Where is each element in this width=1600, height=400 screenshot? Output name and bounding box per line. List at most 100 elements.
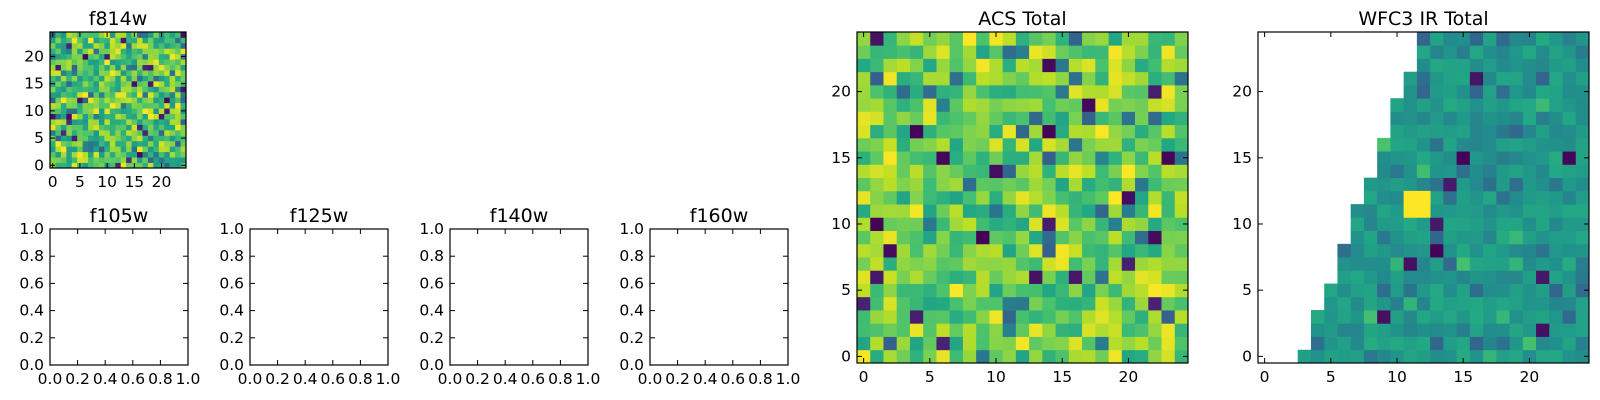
heatmap-cell xyxy=(137,146,143,153)
heatmap-cell xyxy=(1536,283,1550,298)
heatmap-cell xyxy=(55,64,62,71)
heatmap-cell xyxy=(158,86,165,93)
heatmap-cell xyxy=(126,75,132,82)
heatmap-cell xyxy=(1174,204,1189,218)
heatmap-cell xyxy=(1469,124,1484,139)
heatmap-cell xyxy=(1430,296,1444,311)
heatmap-cell xyxy=(1015,310,1030,324)
heatmap-cell xyxy=(923,310,937,324)
heatmap-cell xyxy=(936,296,951,311)
heatmap-cell xyxy=(71,48,78,55)
heatmap-cell xyxy=(1068,71,1083,86)
heatmap-cell xyxy=(896,111,911,126)
heatmap-cell xyxy=(71,108,78,114)
heatmap-cell xyxy=(1536,98,1550,112)
heatmap-cell xyxy=(976,32,990,46)
heatmap-cell xyxy=(1390,257,1405,271)
heatmap-cell xyxy=(1509,111,1524,126)
heatmap-cell xyxy=(1055,323,1070,337)
heatmap-cell xyxy=(962,230,977,245)
heatmap-cell xyxy=(1015,190,1030,205)
heatmap-cell xyxy=(1430,151,1444,165)
heatmap-cell xyxy=(1121,111,1136,126)
heatmap-cell xyxy=(1174,336,1189,351)
heatmap-cell xyxy=(169,124,176,131)
heatmap-cell xyxy=(962,310,977,324)
heatmap-cell xyxy=(55,129,62,136)
heatmap-cell xyxy=(1430,98,1444,112)
heatmap-cell xyxy=(923,98,937,112)
heatmap-cell xyxy=(147,146,154,153)
heatmap-cell xyxy=(120,151,127,158)
heatmap-cell xyxy=(153,37,160,44)
heatmap-cell xyxy=(1135,190,1149,205)
heatmap-cell xyxy=(126,86,132,93)
heatmap-cell xyxy=(77,113,84,120)
heatmap-cell xyxy=(126,157,132,163)
heatmap-cell xyxy=(1148,336,1162,351)
heatmap-cell xyxy=(71,70,78,76)
heatmap-cell xyxy=(169,91,176,98)
heatmap-cell xyxy=(137,48,143,55)
heatmap-cell xyxy=(1015,243,1030,258)
heatmap-cell xyxy=(137,64,143,71)
heatmap-cell xyxy=(77,157,84,163)
heatmap-cell xyxy=(1015,151,1030,165)
heatmap-cell xyxy=(115,97,122,104)
heatmap-cell xyxy=(1509,283,1524,298)
heatmap-cell xyxy=(1549,32,1563,46)
heatmap-cell xyxy=(158,53,165,60)
heatmap-cell xyxy=(1443,257,1457,271)
heatmap-cell xyxy=(147,64,154,71)
heatmap-cell xyxy=(1522,217,1537,231)
y-tick-label: 0.8 xyxy=(619,247,644,265)
heatmap-cell xyxy=(175,108,181,114)
heatmap-cell xyxy=(88,53,94,60)
heatmap-cell xyxy=(1549,257,1563,271)
heatmap-cell xyxy=(1310,349,1325,364)
heatmap-cell xyxy=(870,243,884,258)
heatmap-cell xyxy=(1390,296,1405,311)
heatmap-cell xyxy=(66,113,73,120)
heatmap-cell xyxy=(66,70,73,76)
heatmap-cell xyxy=(55,151,62,158)
heatmap-cell xyxy=(1403,164,1418,179)
heatmap-cell xyxy=(883,283,898,298)
heatmap-cell xyxy=(60,37,67,44)
heatmap-cell xyxy=(142,162,149,169)
heatmap-cell xyxy=(1443,323,1457,337)
heatmap-cell xyxy=(989,124,1004,139)
heatmap-cell xyxy=(104,48,111,55)
heatmap-cell xyxy=(909,177,924,192)
heatmap-cell xyxy=(857,296,871,311)
heatmap-cell xyxy=(153,157,160,163)
heatmap-cell xyxy=(98,102,105,109)
heatmap-cell xyxy=(109,59,116,66)
heatmap-cell xyxy=(1095,58,1109,73)
heatmap-cell xyxy=(60,32,67,38)
heatmap-cell xyxy=(98,140,105,147)
heatmap-cell xyxy=(1496,137,1510,152)
heatmap-cell xyxy=(1536,32,1550,46)
heatmap-cell xyxy=(1055,204,1070,218)
heatmap-cell xyxy=(1015,84,1030,99)
heatmap-cell xyxy=(1562,243,1577,258)
heatmap-cell xyxy=(147,129,154,136)
heatmap-cell xyxy=(1350,283,1365,298)
heatmap-cell xyxy=(164,146,171,153)
heatmap-cell xyxy=(1363,349,1378,364)
heatmap-cell xyxy=(1390,98,1405,112)
heatmap-cell xyxy=(989,45,1004,59)
heatmap-cell xyxy=(55,140,62,147)
heatmap-cell xyxy=(923,257,937,271)
heatmap-cell xyxy=(1324,323,1338,337)
heatmap-cell xyxy=(1042,71,1056,86)
heatmap-cell xyxy=(896,151,911,165)
heatmap-cell xyxy=(1068,217,1083,231)
heatmap-cell xyxy=(1095,190,1109,205)
heatmap-cell xyxy=(976,58,990,73)
y-tick-label: 0.0 xyxy=(219,356,244,374)
heatmap-cell xyxy=(153,64,160,71)
heatmap-cell xyxy=(66,129,73,136)
heatmap-cell xyxy=(1549,111,1563,126)
